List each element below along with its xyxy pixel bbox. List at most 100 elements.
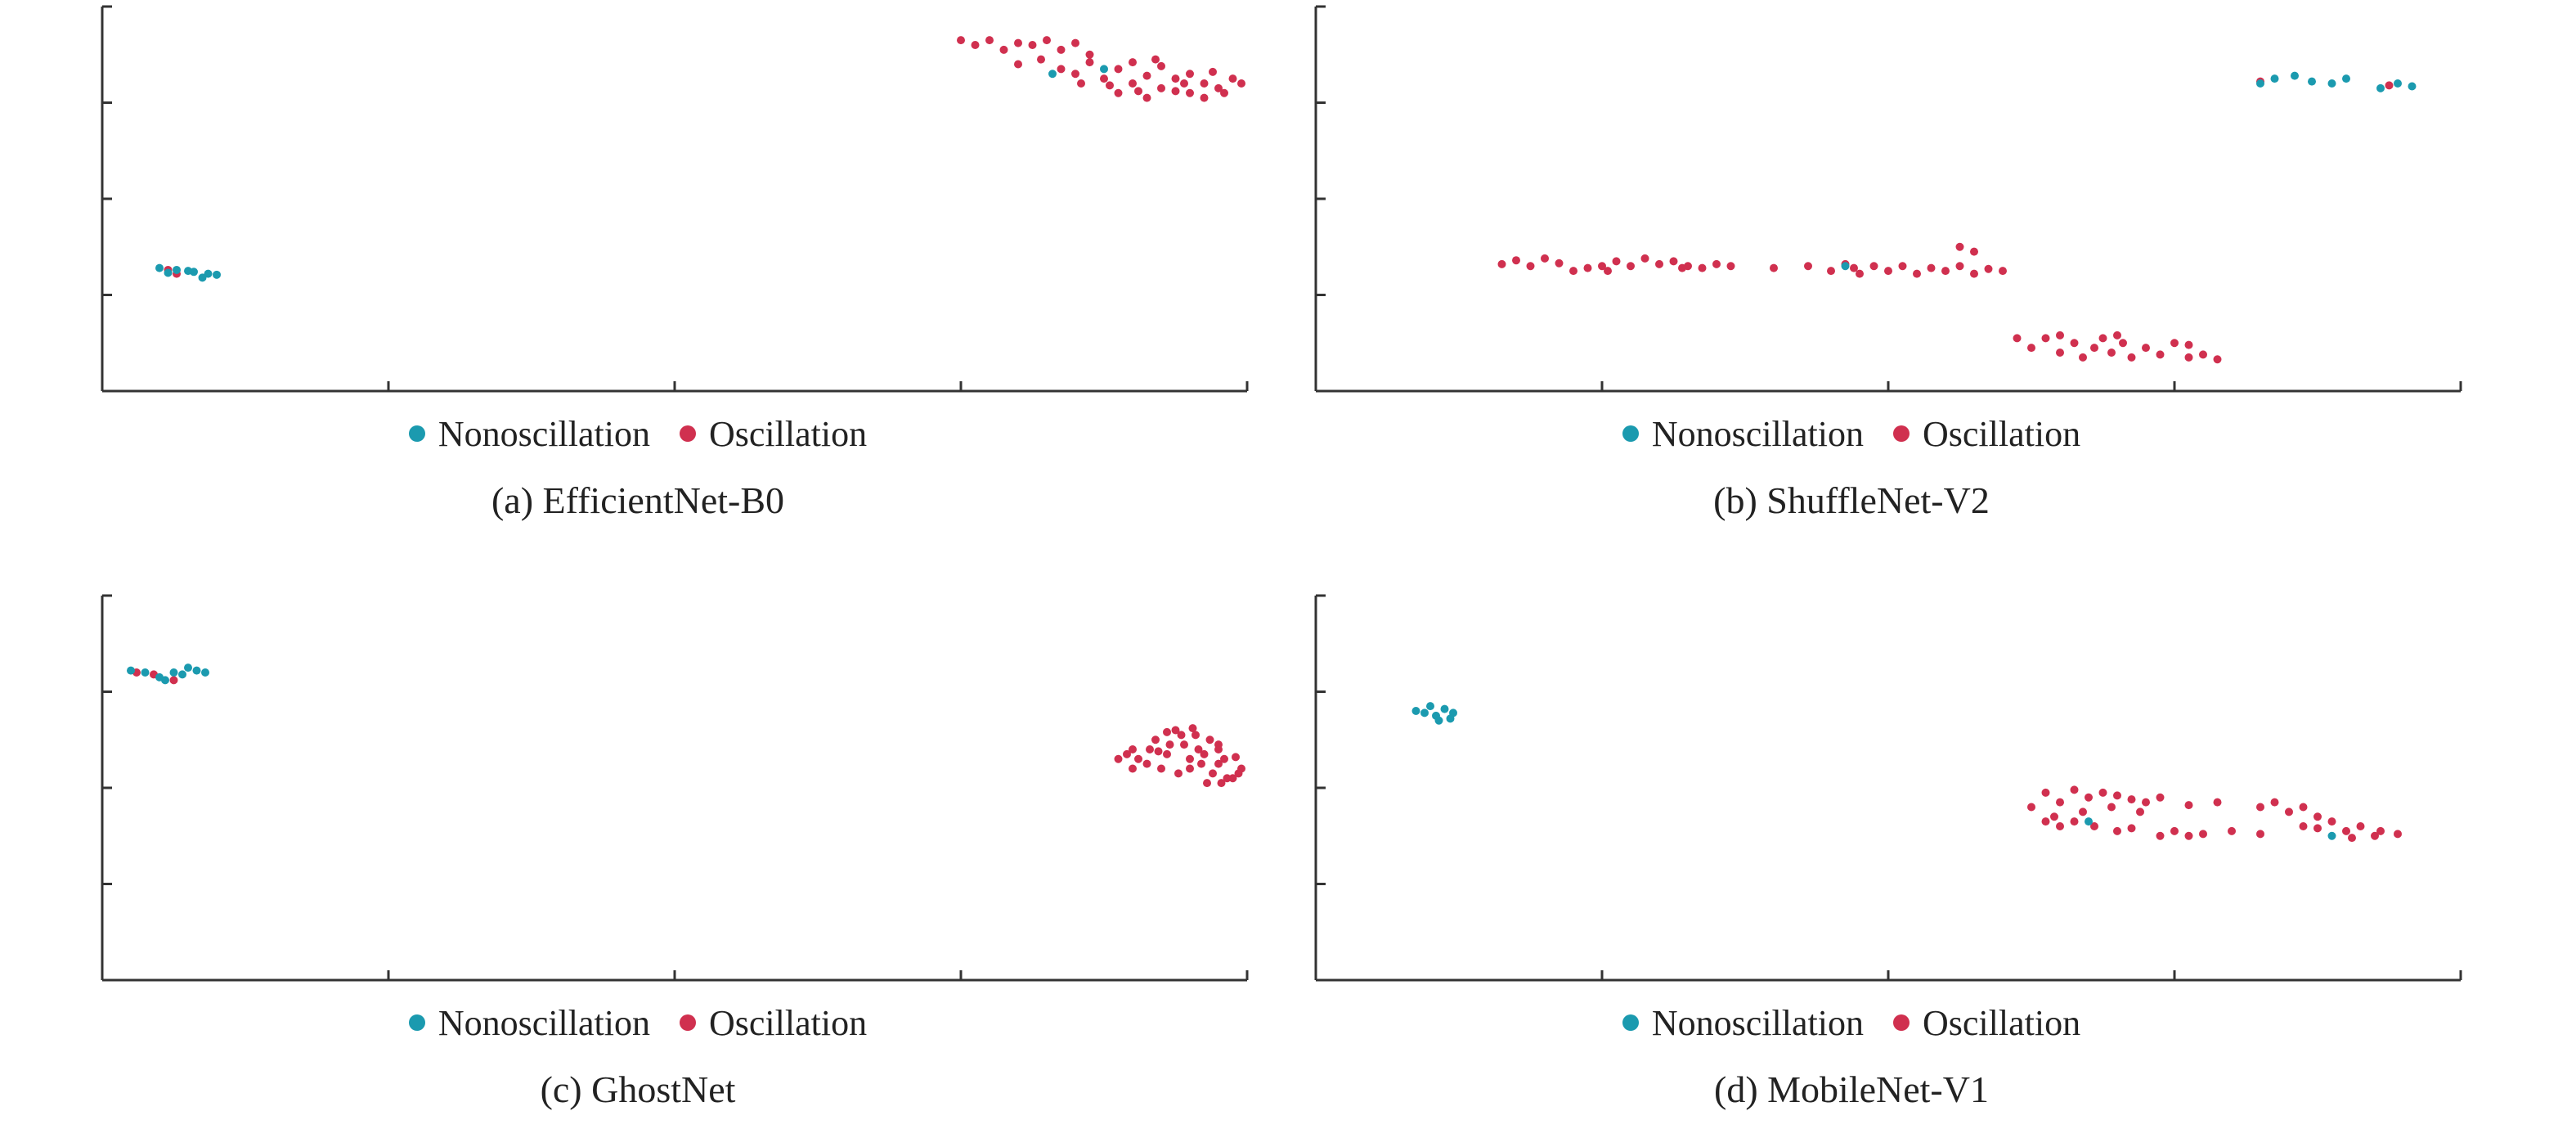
data-point-oscillation xyxy=(2013,334,2022,343)
scatter-plot-a xyxy=(101,5,1249,393)
data-point-oscillation xyxy=(1612,257,1621,266)
data-point-oscillation xyxy=(1214,745,1223,753)
data-point-oscillation xyxy=(2299,803,2308,812)
legend-marker-oscillation xyxy=(680,425,696,442)
data-point-oscillation xyxy=(1037,55,1045,64)
data-point-oscillation xyxy=(2027,803,2035,812)
data-point-oscillation xyxy=(2376,826,2385,835)
data-point-oscillation xyxy=(1955,262,1964,271)
data-point-nonoscillation xyxy=(2256,79,2264,88)
scatter-plot-b xyxy=(1314,5,2462,393)
data-point-oscillation xyxy=(1555,259,1564,268)
legend-item-oscillation: Oscillation xyxy=(1893,413,2080,455)
data-point-oscillation xyxy=(1142,759,1151,768)
data-point-oscillation xyxy=(2184,831,2193,840)
data-point-nonoscillation xyxy=(192,666,201,675)
legend-item-nonoscillation: Nonoscillation xyxy=(1622,1002,1864,1044)
data-point-nonoscillation xyxy=(204,269,213,278)
data-point-oscillation xyxy=(1123,749,1131,758)
data-point-oscillation xyxy=(2256,803,2264,812)
data-point-oscillation xyxy=(2098,788,2107,797)
data-point-oscillation xyxy=(1165,740,1174,749)
scatter-plot-c xyxy=(101,594,1249,982)
data-point-oscillation xyxy=(999,45,1008,54)
data-point-nonoscillation xyxy=(1420,708,1429,717)
data-point-oscillation xyxy=(2041,817,2050,826)
data-point-oscillation xyxy=(2113,791,2121,800)
data-point-oscillation xyxy=(1770,263,1778,272)
data-point-nonoscillation xyxy=(198,273,207,282)
data-point-oscillation xyxy=(2270,798,2279,807)
legend-c: Nonoscillation Oscillation xyxy=(0,998,1276,1047)
data-point-oscillation xyxy=(1114,65,1123,74)
data-point-oscillation xyxy=(1171,87,1180,96)
legend-label-oscillation: Oscillation xyxy=(709,413,868,454)
data-point-nonoscillation xyxy=(2327,79,2336,88)
data-point-oscillation xyxy=(1984,264,1993,273)
data-point-oscillation xyxy=(1157,764,1165,773)
legend-marker-oscillation xyxy=(680,1014,696,1031)
caption-c: (c) GhostNet xyxy=(540,1068,736,1110)
data-point-oscillation xyxy=(1237,79,1245,88)
panel-b: Nonoscillation Oscillation (b) ShuffleNe… xyxy=(1214,0,2489,540)
data-point-oscillation xyxy=(2113,331,2121,340)
data-point-oscillation xyxy=(1085,50,1094,59)
data-point-oscillation xyxy=(1927,263,1936,272)
data-point-oscillation xyxy=(1604,267,1612,276)
data-point-oscillation xyxy=(1228,74,1237,83)
data-point-oscillation xyxy=(1726,262,1735,271)
data-point-oscillation xyxy=(2156,793,2165,802)
data-point-oscillation xyxy=(1163,749,1171,758)
data-point-oscillation xyxy=(1180,79,1188,88)
data-point-oscillation xyxy=(1497,259,1506,268)
data-point-oscillation xyxy=(1197,759,1205,768)
data-point-oscillation xyxy=(1200,749,1209,758)
data-point-oscillation xyxy=(2213,355,2222,364)
data-point-oscillation xyxy=(2056,349,2064,357)
legend-label-oscillation: Oscillation xyxy=(709,1002,868,1043)
data-point-oscillation xyxy=(1869,262,1878,271)
legend-marker-oscillation xyxy=(1893,1014,1910,1031)
data-point-oscillation xyxy=(1163,727,1171,736)
data-point-oscillation xyxy=(1186,754,1194,763)
data-point-nonoscillation xyxy=(1841,262,1850,271)
legend-label-nonoscillation: Nonoscillation xyxy=(1651,1002,1864,1043)
data-point-nonoscillation xyxy=(1100,65,1108,74)
data-point-nonoscillation xyxy=(155,263,164,272)
caption-a: (a) EfficientNet-B0 xyxy=(491,479,785,521)
data-point-oscillation xyxy=(1151,735,1160,744)
data-point-nonoscillation xyxy=(1426,702,1434,711)
data-point-oscillation xyxy=(1512,256,1520,265)
data-point-oscillation xyxy=(2056,798,2064,807)
data-point-nonoscillation xyxy=(1411,707,1420,715)
data-point-oscillation xyxy=(2313,824,2322,833)
data-point-nonoscillation xyxy=(2308,77,2316,86)
data-point-oscillation xyxy=(1655,259,1663,268)
data-point-oscillation xyxy=(1526,262,1535,271)
data-point-oscillation xyxy=(1209,769,1217,778)
data-point-oscillation xyxy=(1028,41,1037,49)
data-point-oscillation xyxy=(1712,259,1721,268)
data-point-oscillation xyxy=(1129,745,1137,753)
data-point-nonoscillation xyxy=(1440,704,1449,713)
panel-d: Nonoscillation Oscillation (d) MobileNet… xyxy=(1214,589,2489,1129)
data-point-oscillation xyxy=(1999,267,2007,276)
data-point-oscillation xyxy=(1583,263,1592,272)
data-point-oscillation xyxy=(1203,779,1211,788)
data-point-oscillation xyxy=(1129,58,1137,67)
data-point-oscillation xyxy=(1146,745,1154,753)
data-point-oscillation xyxy=(985,36,994,45)
legend-marker-nonoscillation xyxy=(408,1014,425,1031)
data-point-nonoscillation xyxy=(2085,817,2093,826)
data-point-oscillation xyxy=(2056,331,2064,340)
data-point-oscillation xyxy=(2371,831,2379,840)
data-point-oscillation xyxy=(2127,353,2136,362)
data-point-nonoscillation xyxy=(184,663,192,672)
legend-item-nonoscillation: Nonoscillation xyxy=(408,413,650,455)
data-point-oscillation xyxy=(1898,262,1907,271)
panel-c: Nonoscillation Oscillation (c) GhostNet xyxy=(0,589,1276,1129)
legend-item-nonoscillation: Nonoscillation xyxy=(408,1002,650,1044)
data-point-oscillation xyxy=(1200,79,1209,88)
data-point-nonoscillation xyxy=(2342,74,2350,83)
legend-a: Nonoscillation Oscillation xyxy=(0,409,1276,458)
